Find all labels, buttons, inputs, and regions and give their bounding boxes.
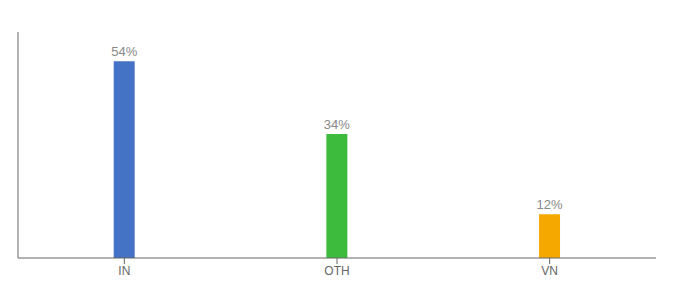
svg-text:OTH: OTH [324, 264, 349, 278]
svg-text:54%: 54% [111, 44, 137, 59]
svg-text:IN: IN [118, 264, 130, 278]
svg-text:12%: 12% [537, 197, 563, 212]
svg-text:34%: 34% [324, 117, 350, 132]
svg-text:VN: VN [541, 264, 558, 278]
